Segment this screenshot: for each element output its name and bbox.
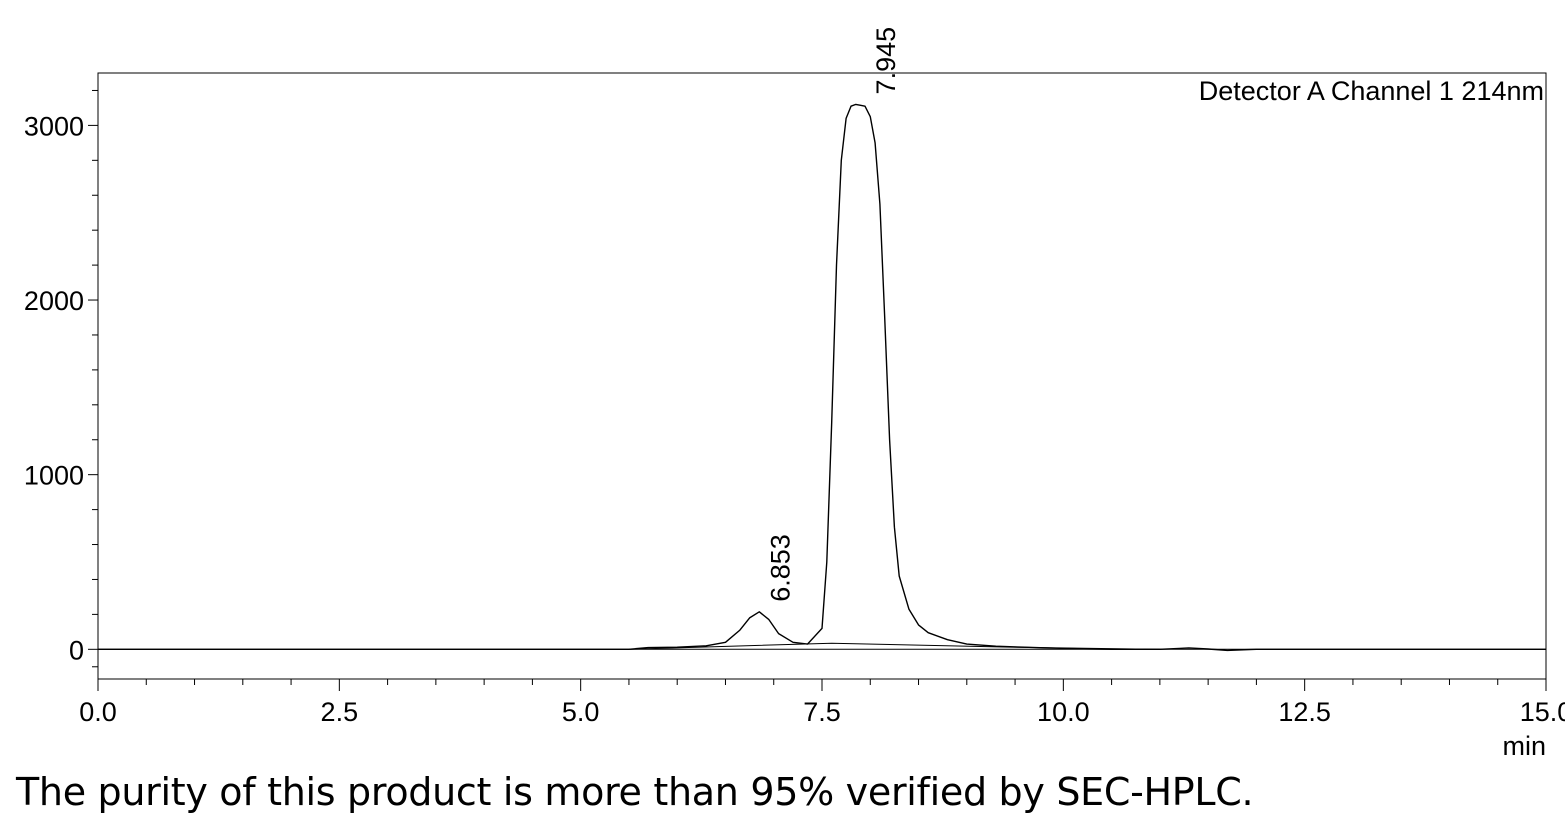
x-tick-label: 7.5	[803, 697, 841, 727]
signal-trace	[98, 103, 1546, 652]
chromatogram-chart: 0 1000 2000 3000 0.0 2.5 5.0 7.5 10.0 12.5 15.0 6…	[24, 27, 1565, 760]
y-tick-label: 0	[69, 635, 84, 665]
peak-label: 7.945	[871, 27, 901, 95]
plot-frame	[97, 72, 1547, 680]
y-tick-label: 3000	[24, 111, 84, 141]
x-tick-label: 10.0	[1037, 697, 1090, 727]
y-axis: 0 1000 2000 3000	[24, 89, 98, 668]
series-line	[98, 103, 1546, 652]
x-axis: 0.0 2.5 5.0 7.5 10.0 12.5 15.0	[79, 679, 1565, 727]
detector-annotation: Detector A Channel 1 214nm	[1199, 76, 1544, 106]
y-tick-label: 2000	[24, 286, 84, 316]
plot-border	[97, 72, 1547, 680]
y-tick-label: 1000	[24, 461, 84, 491]
x-axis-unit-label: min	[1502, 731, 1546, 760]
x-tick-label: 0.0	[79, 697, 117, 727]
x-tick-label: 5.0	[562, 697, 600, 727]
peak-labels: 6.853 7.945	[766, 27, 901, 602]
peak-label: 6.853	[766, 534, 796, 602]
purity-caption: The purity of this product is more than …	[16, 770, 1254, 814]
x-tick-label: 15.0	[1520, 697, 1565, 727]
x-tick-label: 2.5	[321, 697, 359, 727]
x-tick-label: 12.5	[1278, 697, 1331, 727]
